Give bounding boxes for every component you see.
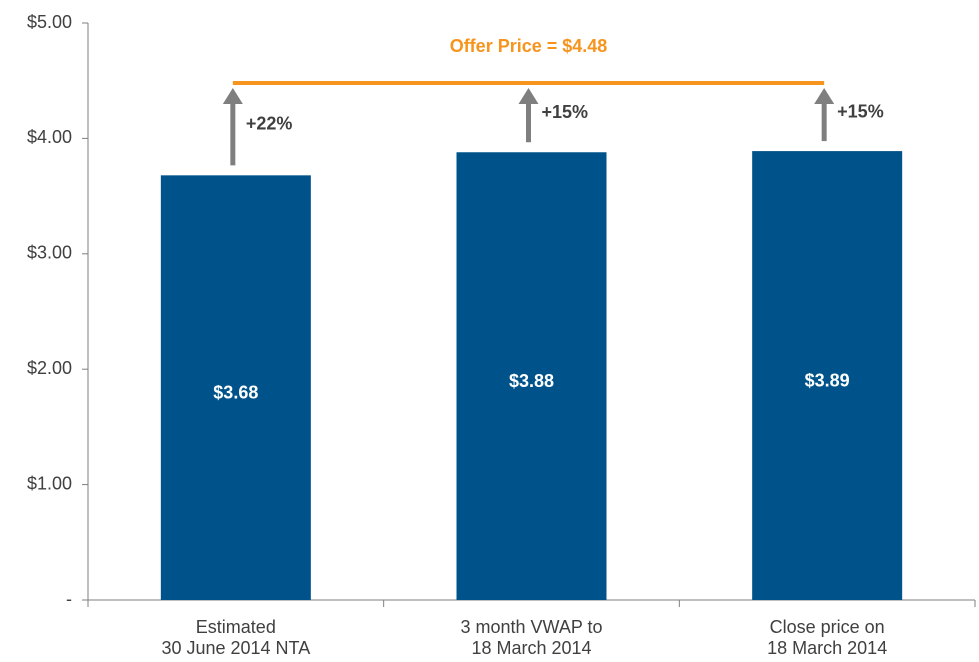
y-tick-label: $4.00 [27,127,72,147]
x-tick-label: 18 March 2014 [767,638,887,658]
y-tick-label: $3.00 [27,243,72,263]
bar [160,175,311,600]
y-tick-label: $5.00 [27,12,72,32]
arrow-head [814,88,835,105]
x-tick-label: 18 March 2014 [471,638,591,658]
x-tick-label: Estimated [196,617,276,637]
value-label: $3.68 [213,382,258,402]
x-tick-label: 30 June 2014 NTA [161,638,310,658]
arrow-head [222,88,243,105]
bar [752,151,903,600]
bar [456,152,607,601]
x-tick-label: 3 month VWAP to [460,617,602,637]
y-tick-label: $2.00 [27,358,72,378]
arrow-label: +15% [542,102,589,122]
value-label: $3.89 [805,370,850,390]
offer-label: Offer Price = $4.48 [450,36,608,56]
arrow-label: +15% [837,101,884,121]
arrow-label: +22% [246,113,293,133]
y-tick-label: $1.00 [27,473,72,493]
y-tick-label: - [66,589,72,609]
arrow-head [518,88,539,105]
value-label: $3.88 [509,371,554,391]
x-tick-label: Close price on [770,617,885,637]
